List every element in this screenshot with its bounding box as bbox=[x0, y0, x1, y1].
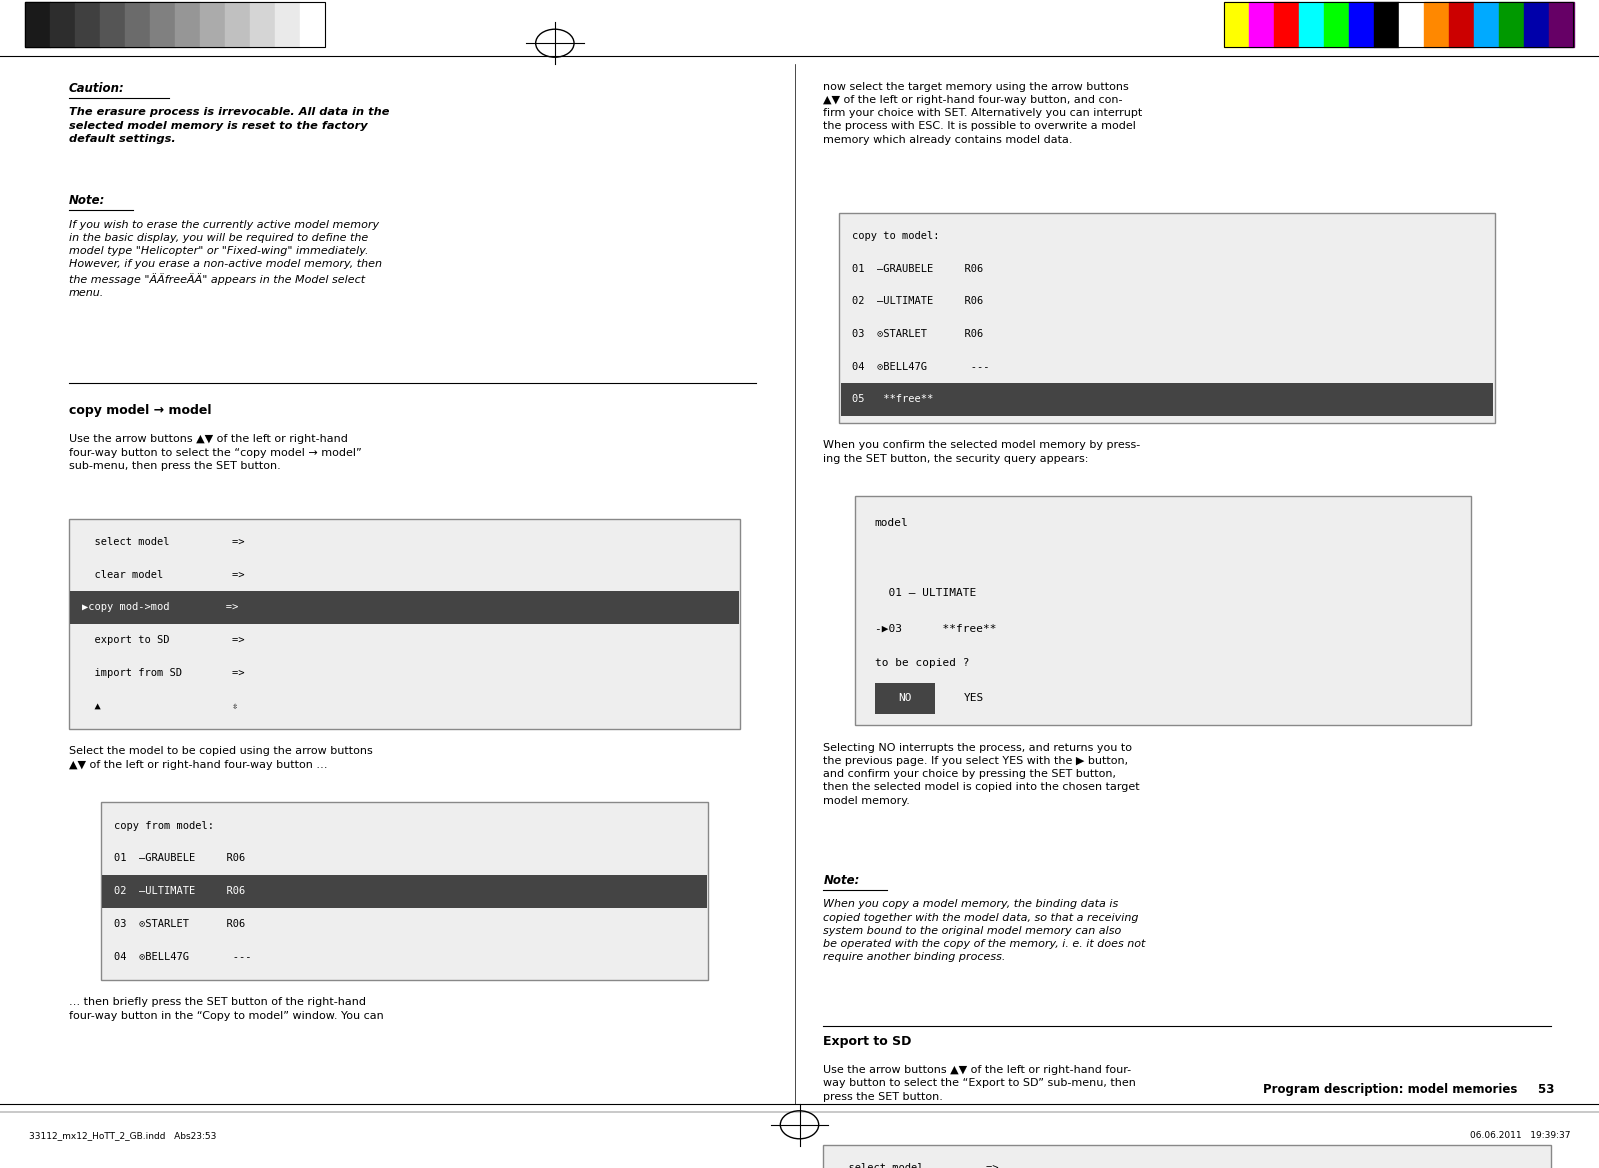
Text: 01 ― ULTIMATE: 01 ― ULTIMATE bbox=[875, 589, 975, 598]
Bar bbox=[1374, 2, 1399, 47]
Text: 01  ―GRAUBELE     R06: 01 ―GRAUBELE R06 bbox=[114, 854, 245, 863]
Bar bbox=[1449, 2, 1474, 47]
Text: The erasure process is irrevocable. All data in the
selected model memory is res: The erasure process is irrevocable. All … bbox=[69, 107, 389, 144]
Text: copy model → model: copy model → model bbox=[69, 404, 211, 417]
Text: -▶03      **free**: -▶03 **free** bbox=[875, 624, 996, 633]
Bar bbox=[1500, 2, 1524, 47]
Bar bbox=[26, 2, 325, 47]
Bar bbox=[1549, 2, 1573, 47]
Text: Selecting NO interrupts the process, and returns you to
the previous page. If yo: Selecting NO interrupts the process, and… bbox=[823, 743, 1140, 806]
Text: When you copy a model memory, the binding data is
copied together with the model: When you copy a model memory, the bindin… bbox=[823, 899, 1146, 962]
Text: 02  ―ULTIMATE     R06: 02 ―ULTIMATE R06 bbox=[114, 887, 245, 896]
Text: copy from model:: copy from model: bbox=[114, 821, 214, 830]
Text: 01  ―GRAUBELE     R06: 01 ―GRAUBELE R06 bbox=[852, 264, 983, 273]
Text: When you confirm the selected model memory by press-
ing the SET button, the sec: When you confirm the selected model memo… bbox=[823, 440, 1140, 464]
Text: now select the target memory using the arrow buttons
▲▼ of the left or right-han: now select the target memory using the a… bbox=[823, 82, 1143, 145]
Text: to be copied ?: to be copied ? bbox=[875, 659, 969, 668]
Text: YES: YES bbox=[964, 694, 985, 703]
Bar bbox=[69, 519, 740, 729]
Text: model: model bbox=[875, 519, 908, 528]
Bar bbox=[101, 802, 708, 980]
Text: clear model           =>: clear model => bbox=[82, 570, 245, 579]
Text: 04  ⊙BELL47G       ---: 04 ⊙BELL47G --- bbox=[114, 952, 251, 961]
Text: 03  ⊙STARLET      R06: 03 ⊙STARLET R06 bbox=[114, 919, 245, 929]
Text: 03  ⊙STARLET      R06: 03 ⊙STARLET R06 bbox=[852, 329, 983, 339]
Text: select model          =>: select model => bbox=[836, 1163, 999, 1168]
Bar bbox=[1324, 2, 1350, 47]
Bar bbox=[26, 2, 50, 47]
Text: copy to model:: copy to model: bbox=[852, 231, 940, 241]
Bar bbox=[1350, 2, 1374, 47]
Bar bbox=[839, 213, 1495, 423]
Text: ▶copy mod->mod         =>: ▶copy mod->mod => bbox=[82, 603, 238, 612]
Text: Note:: Note: bbox=[69, 194, 106, 207]
Text: Use the arrow buttons ▲▼ of the left or right-hand
four-way button to select the: Use the arrow buttons ▲▼ of the left or … bbox=[69, 434, 361, 471]
Bar bbox=[249, 2, 275, 47]
Bar bbox=[1249, 2, 1274, 47]
Bar bbox=[75, 2, 99, 47]
Text: Program description: model memories     53: Program description: model memories 53 bbox=[1263, 1083, 1554, 1096]
Text: export to SD          =>: export to SD => bbox=[82, 635, 245, 645]
Bar bbox=[1225, 2, 1249, 47]
Text: 33112_mx12_HoTT_2_GB.indd   Abs23:53: 33112_mx12_HoTT_2_GB.indd Abs23:53 bbox=[29, 1131, 216, 1140]
Bar bbox=[1425, 2, 1449, 47]
Text: 02  ―ULTIMATE     R06: 02 ―ULTIMATE R06 bbox=[852, 297, 983, 306]
Bar bbox=[301, 2, 325, 47]
Bar bbox=[875, 682, 935, 715]
Text: ▲                     ⇳: ▲ ⇳ bbox=[82, 701, 238, 710]
Bar bbox=[855, 496, 1471, 725]
Bar bbox=[1225, 2, 1573, 47]
Text: Note:: Note: bbox=[823, 874, 860, 887]
Bar bbox=[1274, 2, 1298, 47]
Text: select model          =>: select model => bbox=[82, 537, 245, 547]
Bar bbox=[1474, 2, 1500, 47]
Bar bbox=[1399, 2, 1425, 47]
Bar bbox=[102, 875, 707, 908]
Bar bbox=[70, 591, 739, 624]
Text: 04  ⊙BELL47G       ---: 04 ⊙BELL47G --- bbox=[852, 362, 990, 371]
Text: If you wish to erase the currently active model memory
in the basic display, you: If you wish to erase the currently activ… bbox=[69, 220, 382, 298]
Bar bbox=[225, 2, 249, 47]
Text: import from SD        =>: import from SD => bbox=[82, 668, 245, 677]
Bar bbox=[150, 2, 174, 47]
Bar bbox=[1524, 2, 1549, 47]
Bar bbox=[1298, 2, 1324, 47]
Text: 06.06.2011   19:39:37: 06.06.2011 19:39:37 bbox=[1469, 1131, 1570, 1140]
Bar bbox=[174, 2, 200, 47]
Bar bbox=[99, 2, 125, 47]
Bar bbox=[125, 2, 150, 47]
Text: NO: NO bbox=[899, 694, 911, 703]
Text: Use the arrow buttons ▲▼ of the left or right-hand four-
way button to select th: Use the arrow buttons ▲▼ of the left or … bbox=[823, 1065, 1137, 1101]
Text: … then briefly press the SET button of the right-hand
four-way button in the “Co: … then briefly press the SET button of t… bbox=[69, 997, 384, 1021]
Bar bbox=[823, 1145, 1551, 1168]
Text: Caution:: Caution: bbox=[69, 82, 125, 95]
Text: 05   **free**: 05 **free** bbox=[852, 395, 934, 404]
Text: Export to SD: Export to SD bbox=[823, 1035, 911, 1048]
Bar bbox=[841, 383, 1493, 416]
Bar bbox=[200, 2, 225, 47]
Text: Select the model to be copied using the arrow buttons
▲▼ of the left or right-ha: Select the model to be copied using the … bbox=[69, 746, 373, 770]
Bar bbox=[50, 2, 75, 47]
Bar bbox=[275, 2, 301, 47]
